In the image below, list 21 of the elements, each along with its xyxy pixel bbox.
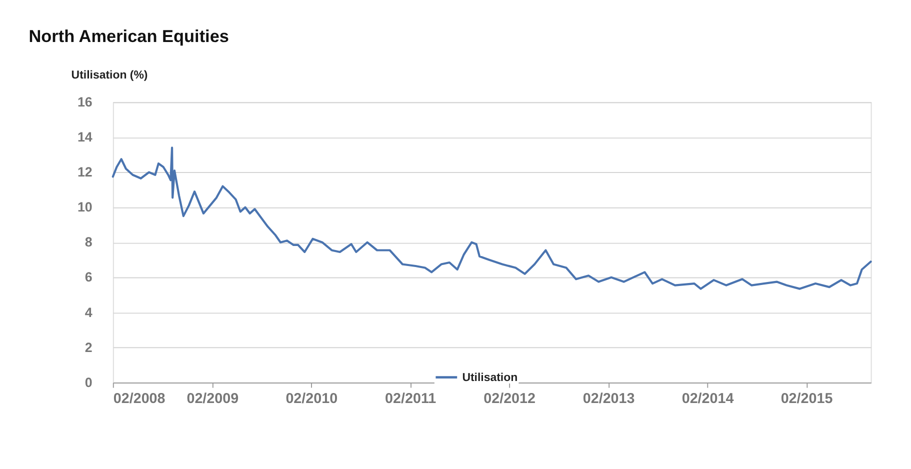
x-tick-label: 02/2010	[286, 391, 338, 408]
y-tick-label: 2	[84, 340, 92, 355]
x-tick-label: 02/2009	[186, 391, 239, 408]
y-tick-label: 10	[77, 200, 92, 215]
y-tick-label: 8	[84, 234, 93, 250]
y-tick-label: 12	[77, 164, 92, 180]
x-tick-label: 02/2008	[113, 391, 166, 408]
y-tick-label: 6	[84, 270, 92, 285]
x-tick-label: 02/2014	[682, 391, 734, 408]
legend-label: Utilisation	[462, 372, 518, 384]
y-axis-title: Utilisation (%)	[71, 70, 148, 82]
y-tick-label: 4	[84, 304, 93, 320]
x-tick-label: 02/2015	[780, 391, 833, 408]
y-tick-label: 0	[84, 374, 92, 390]
y-tick-label: 16	[77, 94, 92, 110]
x-tick-label: 02/2011	[385, 391, 436, 408]
x-tick-label: 02/2012	[484, 391, 536, 408]
y-tick-label: 14	[77, 130, 93, 145]
line-series	[112, 146, 872, 290]
chart-title: North American Equities	[28, 26, 230, 46]
x-tick-label: 02/2013	[582, 391, 635, 408]
